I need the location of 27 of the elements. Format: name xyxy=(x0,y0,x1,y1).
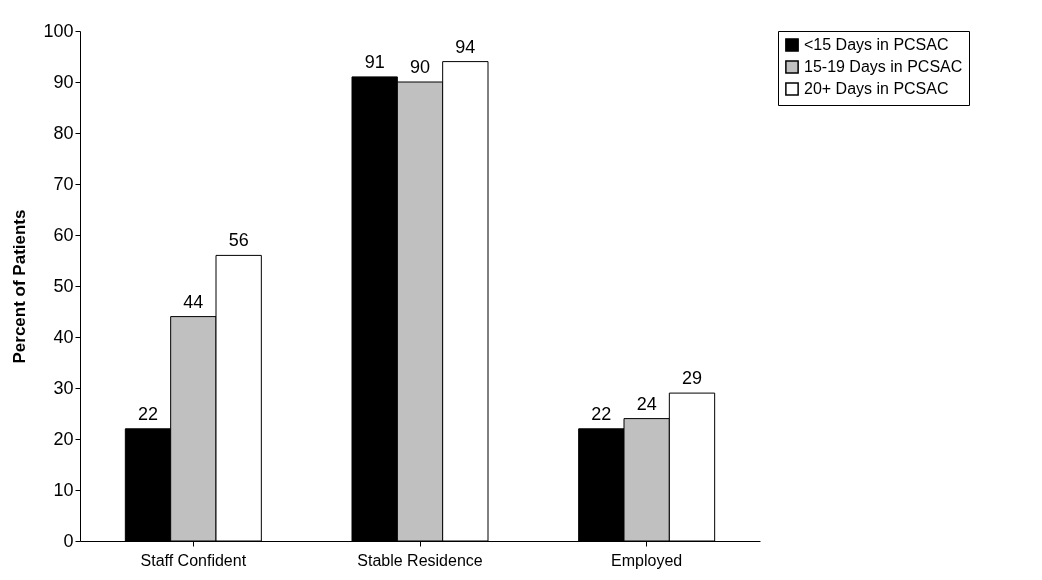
data-label: 56 xyxy=(228,230,249,251)
y-tick-label: 0 xyxy=(63,530,74,551)
data-label: 44 xyxy=(183,291,204,312)
data-label: 22 xyxy=(591,403,612,424)
y-tick-label: 40 xyxy=(53,326,74,347)
y-tick-label: 70 xyxy=(53,173,74,194)
data-label: 90 xyxy=(409,57,431,77)
y-tick-label: 90 xyxy=(53,71,74,92)
y-tick-label: 60 xyxy=(53,224,74,245)
y-axis-title: Percent of Patients xyxy=(10,209,30,364)
legend-label: <15 Days in PCSAC xyxy=(804,36,949,53)
data-label: 91 xyxy=(364,51,385,72)
x-tick-label: Employed xyxy=(611,551,683,569)
y-tick-label: 50 xyxy=(53,275,74,296)
y-tick-label: 80 xyxy=(53,122,74,143)
y-tick-label: 20 xyxy=(53,428,74,449)
data-label: 24 xyxy=(636,393,657,414)
x-tick-label: Staff Confident xyxy=(140,551,247,569)
y-tick-label: 10 xyxy=(53,479,74,500)
legend-label: 20+ Days in PCSAC xyxy=(804,80,949,97)
y-tick-label: 30 xyxy=(53,377,74,398)
data-label: 22 xyxy=(137,403,159,424)
data-label: 94 xyxy=(455,36,476,57)
x-tick-label: Stable Residence xyxy=(357,551,483,569)
legend-label: 15-19 Days in PCSAC xyxy=(804,58,963,75)
data-label: 29 xyxy=(681,368,703,389)
y-tick-label: 100 xyxy=(43,20,74,41)
